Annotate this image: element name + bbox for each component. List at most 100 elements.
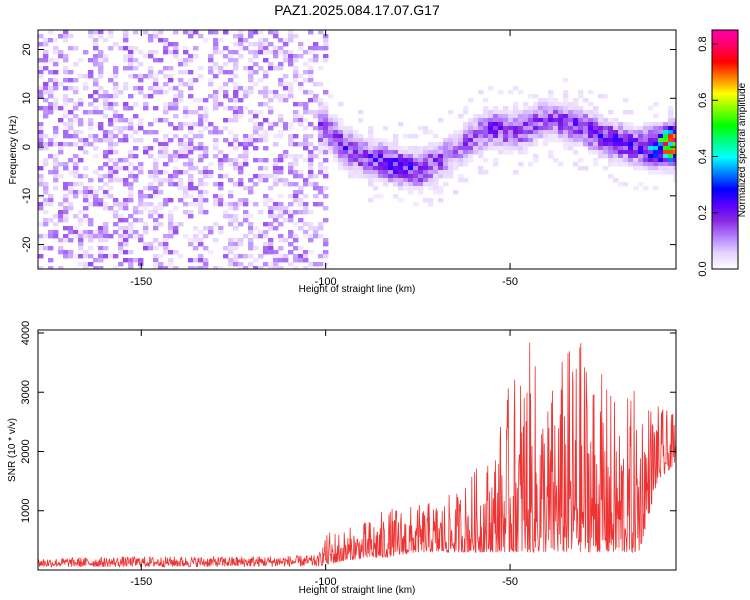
heatmap-cell — [178, 126, 184, 131]
heatmap-cell — [323, 170, 329, 175]
heatmap-cell — [313, 234, 319, 239]
heatmap-cell — [398, 162, 404, 167]
heatmap-cell — [548, 110, 554, 115]
heatmap-cell — [48, 170, 54, 175]
heatmap-cell — [618, 158, 624, 163]
heatmap-cell — [303, 258, 309, 263]
snr-x-tick-label: -100 — [315, 576, 337, 588]
heatmap-cell — [543, 122, 549, 127]
heatmap-cell — [608, 130, 614, 135]
heatmap-cell — [323, 238, 329, 243]
heatmap-cell — [228, 190, 234, 195]
heatmap-cell — [498, 150, 504, 155]
heatmap-cell — [158, 146, 164, 151]
heatmap-cell — [603, 130, 609, 135]
heatmap-cell — [113, 214, 119, 219]
heatmap-cell — [243, 266, 249, 269]
heatmap-cell — [518, 118, 524, 123]
heatmap-cell — [43, 114, 49, 119]
heatmap-cell — [93, 146, 99, 151]
heatmap-cell — [268, 238, 274, 243]
heatmap-cell — [248, 262, 254, 267]
heatmap-cell — [73, 254, 79, 259]
heatmap-cell — [98, 174, 104, 179]
heatmap-cell — [573, 110, 579, 115]
heatmap-cell — [263, 86, 269, 91]
heatmap-cell — [213, 106, 219, 111]
heatmap-cell — [268, 126, 274, 131]
heatmap-cell — [283, 54, 289, 59]
heatmap-cell — [93, 202, 99, 207]
heatmap-cell — [118, 202, 124, 207]
heatmap-cell — [448, 146, 454, 151]
heatmap-cell — [153, 82, 159, 87]
heatmap-cell — [323, 250, 329, 255]
heatmap-cell — [188, 202, 194, 207]
heatmap-cell — [88, 58, 94, 63]
heatmap-cell — [618, 162, 624, 167]
heatmap-cell — [178, 138, 184, 143]
heatmap-cell — [383, 170, 389, 175]
heatmap-cell — [48, 102, 54, 107]
heatmap-cell — [543, 106, 549, 111]
heatmap-cell — [113, 126, 119, 131]
heatmap-cell — [268, 250, 274, 255]
heatmap-cell — [338, 122, 344, 127]
heatmap-cell — [323, 130, 329, 135]
heatmap-cell — [128, 258, 134, 263]
heatmap-cell — [253, 114, 259, 119]
heatmap-cell — [373, 174, 379, 179]
heatmap-cell — [458, 130, 464, 135]
heatmap-cell — [263, 242, 269, 247]
heatmap-cell — [213, 50, 219, 55]
heatmap-cell — [158, 202, 164, 207]
heatmap-cell — [258, 158, 264, 163]
heatmap-cell — [618, 150, 624, 155]
heatmap-cell — [68, 226, 74, 231]
heatmap-cell — [58, 238, 64, 243]
heatmap-cell — [493, 142, 499, 147]
heatmap-cell — [138, 50, 144, 55]
heatmap-cell — [648, 130, 654, 135]
heatmap-cell — [298, 246, 304, 251]
heatmap-cell — [248, 186, 254, 191]
heatmap-cell — [488, 146, 494, 151]
heatmap-cell — [63, 98, 69, 103]
heatmap-cell — [53, 130, 59, 135]
heatmap-cell — [298, 118, 304, 123]
heatmap-cell — [433, 146, 439, 151]
heatmap-cell — [53, 86, 59, 91]
heatmap-cell — [43, 222, 49, 227]
heatmap-cell — [628, 154, 634, 159]
heatmap-cell — [53, 166, 59, 171]
heatmap-cell — [483, 158, 489, 163]
heatmap-cell — [113, 90, 119, 95]
heatmap-cell — [58, 54, 64, 59]
heatmap-cell — [323, 254, 329, 259]
heatmap-cell — [623, 138, 629, 143]
heatmap-cell — [568, 122, 574, 127]
heatmap-cell — [333, 138, 339, 143]
heatmap-cell — [203, 154, 209, 159]
heatmap-cell — [638, 166, 644, 171]
heatmap-cell — [448, 142, 454, 147]
heatmap-cell — [113, 266, 119, 269]
heatmap-cell — [183, 194, 189, 199]
heatmap-cell — [323, 146, 329, 151]
heatmap-cell — [293, 170, 299, 175]
heatmap-cell — [463, 154, 469, 159]
heatmap-cell — [308, 74, 314, 79]
heatmap-cell — [398, 150, 404, 155]
heatmap-cell — [133, 146, 139, 151]
heatmap-cell — [423, 198, 429, 203]
heatmap-cell — [433, 166, 439, 171]
heatmap-cell — [478, 170, 484, 175]
heatmap-cell — [433, 158, 439, 163]
heatmap-cell — [203, 190, 209, 195]
heatmap-cell — [113, 202, 119, 207]
heatmap-cell — [68, 202, 74, 207]
heatmap-cell — [508, 118, 514, 123]
heatmap-cell — [153, 50, 159, 55]
heatmap-cell — [98, 202, 104, 207]
heatmap-cell — [493, 134, 499, 139]
